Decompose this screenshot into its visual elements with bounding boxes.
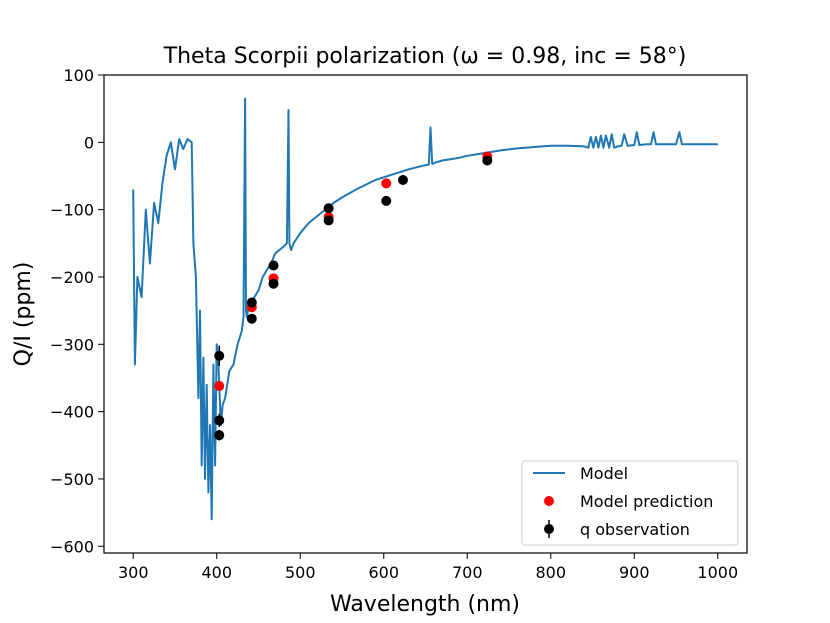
legend-prediction-label: Model prediction bbox=[580, 492, 713, 511]
y-tick-label: −200 bbox=[50, 268, 94, 287]
x-tick-label: 500 bbox=[285, 563, 316, 582]
x-tick-label: 600 bbox=[368, 563, 399, 582]
y-tick-label: 0 bbox=[84, 133, 94, 152]
legend-frame bbox=[521, 460, 739, 546]
y-tick-label: −300 bbox=[50, 335, 94, 354]
model-prediction-point bbox=[381, 178, 392, 189]
legend-prediction-marker bbox=[544, 496, 554, 506]
x-tick-label: 900 bbox=[619, 563, 650, 582]
y-tick-label: −100 bbox=[50, 201, 94, 220]
legend-model-label: Model bbox=[580, 464, 628, 483]
y-tick-label: −600 bbox=[50, 537, 94, 556]
y-axis-title: Q/I (ppm) bbox=[11, 262, 36, 367]
x-tick-label: 300 bbox=[118, 563, 149, 582]
q-observation-point bbox=[323, 215, 334, 226]
q-observation-point bbox=[323, 203, 334, 214]
x-tick-label: 1000 bbox=[697, 563, 738, 582]
q-observation-point bbox=[268, 260, 279, 271]
q-observation-point bbox=[246, 313, 257, 324]
x-tick-label: 700 bbox=[452, 563, 483, 582]
model-prediction-point bbox=[214, 381, 225, 392]
x-tick-label: 800 bbox=[535, 563, 566, 582]
legend: Model Model prediction q observation bbox=[521, 460, 739, 546]
y-tick-label: −500 bbox=[50, 470, 94, 489]
y-tick-label: −400 bbox=[50, 403, 94, 422]
series-layer bbox=[132, 97, 718, 521]
q-observation-point bbox=[214, 415, 225, 426]
model-line bbox=[132, 97, 718, 521]
x-axis-title: Wavelength (nm) bbox=[330, 592, 520, 617]
legend-observation-label: q observation bbox=[580, 520, 690, 539]
legend-observation-marker bbox=[544, 524, 554, 534]
y-axis: 100 0 −100 −200 −300 −400 −500 −600 bbox=[50, 66, 104, 556]
x-axis: 300 400 500 600 700 800 900 1000 bbox=[118, 553, 738, 582]
q-observation-point bbox=[482, 155, 493, 166]
q-observation-point bbox=[246, 297, 257, 308]
x-tick-label: 400 bbox=[201, 563, 232, 582]
y-tick-label: 100 bbox=[63, 66, 94, 85]
plot-frame bbox=[103, 74, 748, 554]
chart-title: Theta Scorpii polarization (ω = 0.98, in… bbox=[163, 44, 687, 69]
q-observation-point bbox=[397, 175, 408, 186]
q-observation-point bbox=[381, 195, 392, 206]
q-observation-point bbox=[268, 278, 279, 289]
q-observation-point bbox=[214, 430, 225, 441]
q-observation-point bbox=[214, 350, 225, 361]
